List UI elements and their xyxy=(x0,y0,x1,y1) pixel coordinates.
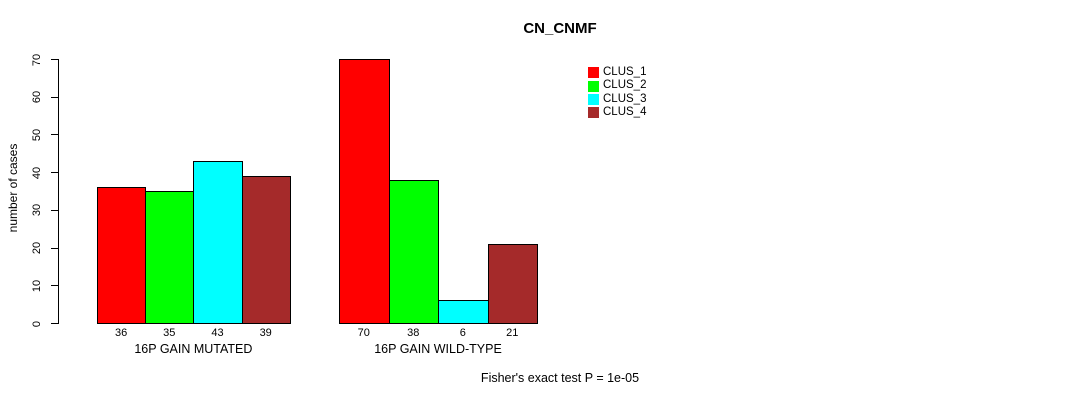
legend-item: CLUS_3 xyxy=(588,93,646,106)
legend-swatch xyxy=(588,67,599,79)
y-axis-line xyxy=(58,59,59,324)
fisher-test-annotation: Fisher's exact test P = 1e-05 xyxy=(480,371,640,385)
y-tick-label: 40 xyxy=(31,166,43,179)
y-tick-label: 70 xyxy=(31,53,43,66)
bar-value-label: 38 xyxy=(407,327,420,339)
y-tick-label: 60 xyxy=(31,91,43,104)
legend-swatch xyxy=(588,93,599,105)
legend-item: CLUS_4 xyxy=(588,106,646,119)
y-tick-label: 50 xyxy=(31,128,43,142)
x-group-label: 16P GAIN MUTATED xyxy=(134,342,253,356)
legend-label: CLUS_4 xyxy=(603,106,647,119)
bar xyxy=(193,160,243,324)
bar-value-label: 39 xyxy=(259,327,272,339)
bar-value-label: 6 xyxy=(459,327,466,339)
bar xyxy=(241,175,291,324)
legend-swatch xyxy=(588,80,599,92)
y-tick-mark xyxy=(51,209,58,211)
bar xyxy=(97,187,147,324)
bar xyxy=(388,179,439,324)
bar xyxy=(339,59,390,324)
y-tick-label: 30 xyxy=(31,204,43,217)
legend-swatch xyxy=(588,107,599,119)
legend-label: CLUS_2 xyxy=(603,79,647,92)
y-tick-label: 10 xyxy=(31,279,43,292)
bar-value-label: 21 xyxy=(506,327,519,339)
x-group-label: 16P GAIN WILD-TYPE xyxy=(374,342,502,356)
legend-item: CLUS_1 xyxy=(588,66,646,79)
y-tick-mark xyxy=(51,323,58,324)
y-tick-label: 20 xyxy=(31,241,43,255)
bar-value-label: 36 xyxy=(114,327,128,339)
bar xyxy=(438,300,489,324)
y-tick-mark xyxy=(51,59,58,60)
y-tick-label: 0 xyxy=(31,320,43,327)
bar-value-label: 35 xyxy=(163,327,176,339)
bar-value-label: 70 xyxy=(357,327,370,339)
legend: CLUS_1 CLUS_2 CLUS_3 CLUS_4 xyxy=(588,66,646,120)
y-tick-mark xyxy=(51,172,58,174)
legend-item: CLUS_2 xyxy=(588,79,646,92)
y-tick-mark xyxy=(51,134,58,136)
bar xyxy=(487,243,538,324)
y-axis-label: number of cases xyxy=(6,143,20,233)
y-tick-mark xyxy=(51,247,58,249)
y-tick-mark xyxy=(51,96,58,98)
bar-value-label: 43 xyxy=(211,327,224,339)
chart-title: CN_CNMF xyxy=(523,20,597,37)
bar xyxy=(145,191,195,324)
legend-label: CLUS_1 xyxy=(603,66,647,78)
y-tick-mark xyxy=(51,285,58,287)
legend-label: CLUS_3 xyxy=(603,92,647,105)
